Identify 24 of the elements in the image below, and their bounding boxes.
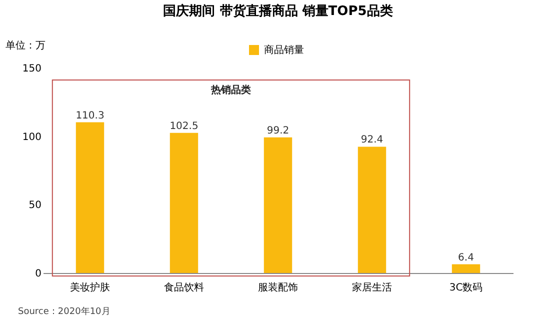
data-label: 102.5	[170, 120, 198, 132]
y-tick-label: 0	[35, 268, 42, 280]
bar	[264, 137, 292, 273]
x-tick-label: 家居生活	[352, 282, 392, 294]
bar	[358, 146, 386, 273]
legend-label: 商品销量	[264, 44, 304, 56]
bar	[76, 122, 104, 273]
data-label: 99.2	[266, 125, 290, 136]
y-tick-label: 50	[28, 200, 42, 212]
bar	[170, 132, 198, 273]
y-tick-label: 100	[22, 132, 42, 143]
x-tick-label: 服装配饰	[258, 282, 298, 294]
data-label: 92.4	[360, 134, 384, 146]
data-label: 110.3	[76, 110, 104, 122]
source-note: Source：2020年10月	[18, 306, 110, 317]
y-tick-label: 150	[22, 64, 42, 74]
x-tick-label: 食品饮料	[164, 282, 204, 294]
x-tick-label: 3C数码	[449, 282, 483, 294]
data-label: 6.4	[458, 252, 474, 264]
x-tick-label: 美妆护肤	[70, 282, 110, 294]
annotation: 热销品类	[210, 84, 251, 96]
y-axis-title: 单位：万	[6, 40, 46, 52]
bar	[452, 264, 480, 273]
chart-title: 国庆期间 带货直播商品 销量TOP5品类	[163, 3, 393, 19]
